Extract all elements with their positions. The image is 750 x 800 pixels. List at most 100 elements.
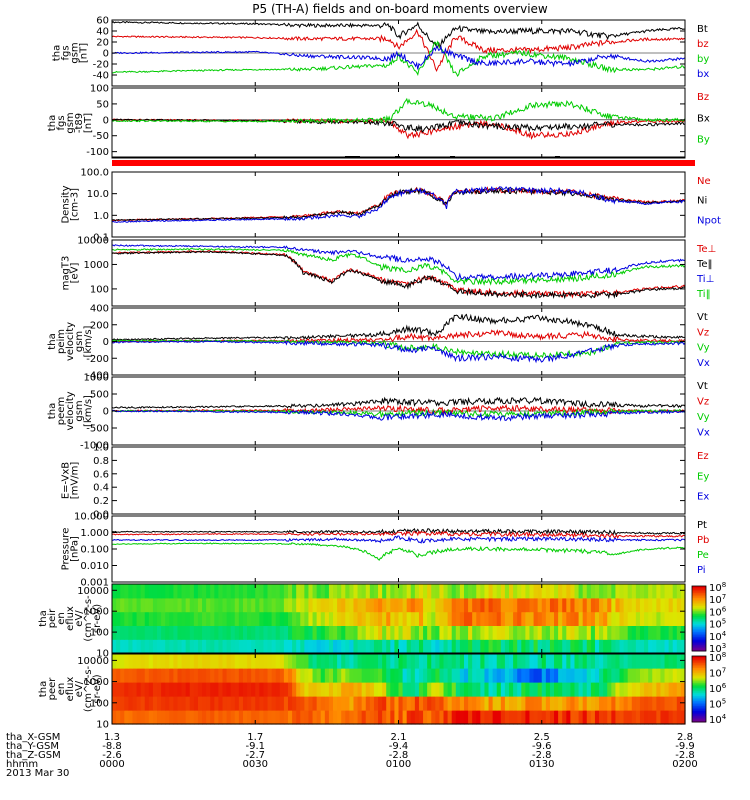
spectrogram-cell — [230, 639, 236, 654]
spectrogram-cell — [251, 611, 256, 626]
y-tick-label: 1000 — [84, 260, 109, 271]
spectrogram-cell — [165, 654, 170, 669]
y-tick-label: 10.000 — [74, 512, 109, 523]
spectrogram-cell — [496, 696, 502, 711]
spectrogram-cell — [435, 696, 441, 711]
spectrogram-cell — [521, 654, 526, 669]
colorbar-segment — [692, 693, 706, 697]
spectrogram-cell — [533, 639, 539, 654]
spectrogram-cell — [615, 625, 621, 640]
spectrogram-cell — [181, 668, 187, 683]
ylabel-line: eV/ — [74, 610, 85, 627]
spectrogram-cell — [607, 710, 612, 725]
ylabel-line: fgs — [56, 115, 67, 130]
spectrogram-cell — [639, 654, 645, 669]
spectrogram-cell — [451, 639, 457, 654]
spectrogram-cell — [439, 625, 445, 640]
spectrogram-cell — [316, 611, 322, 626]
spectrogram-cell — [488, 682, 494, 697]
spectrogram-cell — [283, 611, 289, 626]
spectrogram-cell — [549, 682, 555, 697]
spectrogram-cell — [181, 625, 187, 640]
spectrogram-cell — [206, 710, 211, 725]
spectrogram-cell — [328, 696, 334, 711]
spectrogram-cell — [279, 639, 285, 654]
spectrogram-cell — [554, 584, 559, 599]
spectrogram-cell — [206, 682, 211, 697]
spectrogram-cell — [312, 668, 318, 683]
spectrogram-cell — [590, 654, 596, 669]
spectrogram-cell — [267, 682, 273, 697]
ylabel-line: (cm^2-s- — [83, 595, 94, 642]
colorbar-segment — [692, 677, 706, 680]
spectrogram-cell — [242, 668, 248, 683]
spectrogram-cell — [144, 682, 150, 697]
spectrogram-cell — [402, 668, 408, 683]
spectrogram-cell — [418, 710, 424, 725]
spectrogram-cell — [418, 625, 424, 640]
spectrogram-cell — [570, 639, 576, 654]
spectrogram-cell — [177, 639, 183, 654]
spectrogram-cell — [578, 696, 584, 711]
spectrogram-cell — [136, 611, 142, 626]
spectrogram-cell — [169, 584, 174, 599]
ylabel-line: [cm-3] — [70, 188, 81, 221]
spectrogram-cell — [242, 597, 248, 613]
spectrogram-cell — [255, 584, 260, 599]
spectrogram-cell — [472, 682, 477, 697]
spectrogram-cell — [549, 639, 555, 654]
spectrogram-cell — [545, 611, 551, 626]
spectrogram-cell — [644, 597, 649, 613]
spectrogram-cell — [447, 639, 453, 654]
spectrogram-cell — [648, 710, 653, 725]
spectrogram-cell — [639, 710, 645, 725]
spectrogram-cell — [619, 625, 625, 640]
spectrogram-cell — [328, 597, 334, 613]
spectrogram-cell — [480, 625, 486, 640]
spectrogram-cell — [562, 611, 567, 626]
spectrogram-cell — [308, 710, 314, 725]
spectrogram-cell — [316, 584, 322, 599]
colorbar-segment — [692, 626, 706, 629]
spectrogram-cell — [631, 597, 637, 613]
spectrogram-cell — [517, 625, 522, 640]
y-tick-label: 0 — [103, 407, 109, 418]
spectrogram-cell — [488, 654, 494, 669]
spectrogram-cell — [517, 654, 522, 669]
spectrogram-cell — [300, 625, 305, 640]
spectrogram-cell — [312, 597, 318, 613]
spectrogram-cell — [476, 682, 481, 697]
spectrogram-cell — [255, 710, 260, 725]
spectrogram-cell — [312, 584, 318, 599]
spectrogram-cell — [488, 710, 494, 725]
spectrogram-cell — [484, 654, 490, 669]
series-npot-line — [111, 185, 686, 223]
spectrogram-cell — [431, 710, 436, 725]
spectrogram-cell — [378, 584, 383, 599]
spectrogram-cell — [517, 597, 522, 613]
spectrogram-cell — [279, 625, 285, 640]
spectrogram-cell — [382, 696, 387, 711]
spectrogram-cell — [599, 584, 604, 599]
spectrogram-cell — [521, 611, 526, 626]
spectrogram-cell — [275, 639, 281, 654]
spectrogram-cell — [549, 625, 555, 640]
colorbar-segment — [692, 605, 706, 608]
spectrogram-cell — [173, 682, 179, 697]
spectrogram-cell — [185, 654, 191, 669]
spectrogram-cell — [189, 668, 195, 683]
spectrogram-cell — [157, 696, 162, 711]
spectrogram-cell — [594, 611, 600, 626]
spectrogram-cell — [161, 597, 166, 613]
spectrogram-cell — [566, 682, 571, 697]
spectrogram-cell — [128, 639, 134, 654]
spectrogram-cell — [414, 625, 420, 640]
spectrogram-cell — [263, 625, 269, 640]
spectrogram-cell — [333, 654, 338, 669]
spectrogram-cell — [345, 668, 350, 683]
spectrogram-cell — [218, 710, 224, 725]
mode-bar-segment — [555, 156, 560, 159]
colorbar-label-exp: 4 — [722, 630, 727, 638]
spectrogram-cell — [304, 654, 310, 669]
spectrogram-cell — [345, 611, 350, 626]
